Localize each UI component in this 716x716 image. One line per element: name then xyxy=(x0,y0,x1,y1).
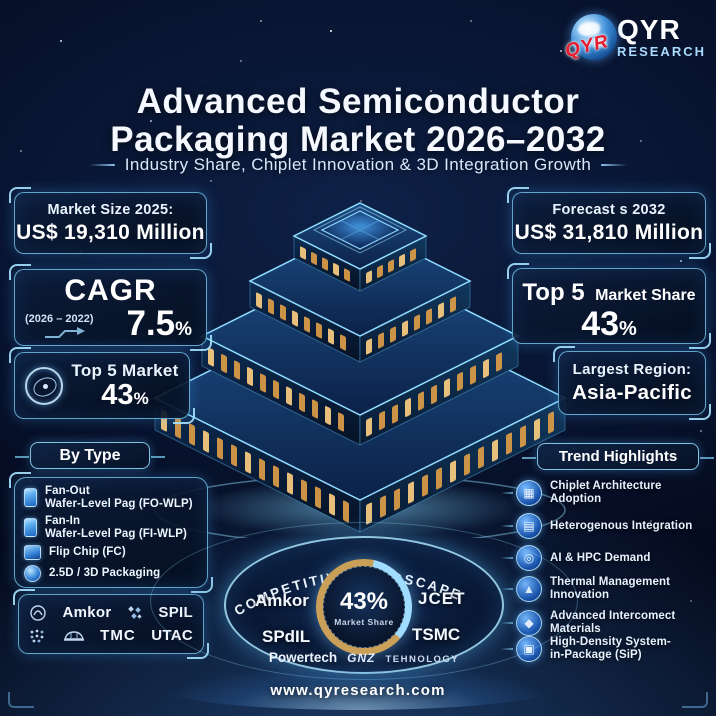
stacked-package-icon xyxy=(24,565,41,582)
landscape-company-technology: TEHNOLOGY xyxy=(385,654,460,665)
globe-logo-icon: QYR xyxy=(563,14,618,62)
landscape-bottom-row: Powertech GNZ TEHNOLOGY xyxy=(224,650,504,665)
by-type-item-flipchip: Flip Chip (FC) xyxy=(24,545,198,560)
corner-bracket xyxy=(682,692,708,708)
cagr-unit: % xyxy=(175,318,192,340)
trend-item-heterogenous: ▤ Heterogenous Integration xyxy=(500,513,692,539)
subtitle-dash-left xyxy=(88,164,115,166)
share-label: Market Share xyxy=(334,616,394,627)
growth-arrow-icon xyxy=(45,327,85,338)
dots-logo-icon xyxy=(30,629,44,643)
forecast-value: US$ 31,810 Million xyxy=(514,220,704,244)
ase-logo-icon xyxy=(63,631,84,641)
chip-package-icon xyxy=(24,488,37,507)
top5-left-value: 43 xyxy=(101,379,134,411)
top5-market-stat-box: Top 5 Market 43% xyxy=(9,347,195,424)
top5-right-label-strong: Top 5 xyxy=(522,279,585,306)
cagr-stat-box: CAGR (2026 – 2022) 7.5% xyxy=(9,264,212,351)
by-type-item-fowlp: Fan-Out Wafer-Level Pag (FO-WLP) xyxy=(24,485,198,510)
landscape-company-powertech: Powertech xyxy=(268,650,338,665)
company-name: Amkor xyxy=(62,604,112,622)
top5-left-unit: % xyxy=(133,389,149,408)
cagr-range: (2026 – 2022) xyxy=(25,313,94,325)
market-size-stat-box: Market Size 2025: US$ 19,310 Million xyxy=(9,187,212,259)
trend-highlights-header: Trend Highlights xyxy=(522,443,714,470)
website-url: www.qyresearch.com xyxy=(270,682,446,699)
by-type-header: By Type xyxy=(15,442,165,469)
top5-left-label: Top 5 Market xyxy=(71,361,179,380)
top5-share-stat-box: Top 5 Market Share 43% xyxy=(507,263,711,349)
page-title-line1: Advanced Semiconductor xyxy=(136,82,580,121)
market-size-label: Market Size 2025: xyxy=(47,201,174,218)
amkor-logo-icon xyxy=(30,605,46,621)
spil-logo-icon xyxy=(128,605,142,619)
chip-pyramid-illustration xyxy=(125,202,595,538)
page-title-line2: Packaging Market 2026–2032 xyxy=(110,120,606,159)
forecast-label: Forecast s 2032 xyxy=(552,201,666,218)
landscape-company-amkor: Amkor xyxy=(255,591,309,610)
qyr-research-logo: QYR QYR RESEARCH xyxy=(563,14,706,62)
landscape-company-spil: SPdIL xyxy=(262,627,311,646)
landscape-company-jcet: JCET xyxy=(418,589,466,608)
horizon-glow xyxy=(158,664,558,710)
region-label: Largest Region: xyxy=(572,361,692,378)
top5-right-unit: % xyxy=(619,318,637,340)
top5-right-value: 43 xyxy=(581,305,620,343)
region-value: Asia-Pacific xyxy=(572,381,692,404)
subtitle-row: Industry Share, Chiplet Innovation & 3D … xyxy=(0,155,716,175)
by-type-item-3d: 2.5D / 3D Packaging xyxy=(24,565,198,582)
flip-chip-icon xyxy=(24,545,41,560)
landscape-company-tsmc: TSMC xyxy=(412,625,461,644)
logo-subtitle: RESEARCH xyxy=(617,44,706,59)
globe-network-icon xyxy=(25,366,63,405)
forecast-stat-box: Forecast s 2032 US$ 31,810 Million xyxy=(507,187,711,259)
share-value: 43% xyxy=(339,587,389,615)
top5-right-label-rest: Market Share xyxy=(595,287,696,304)
corner-bracket xyxy=(8,692,34,708)
company-name: TMC xyxy=(100,627,136,645)
chiplet-icon: ▦ xyxy=(516,480,542,506)
largest-region-stat-box: Largest Region: Asia-Pacific xyxy=(553,346,711,420)
market-share-badge: 43% Market Share xyxy=(316,559,412,655)
landscape-company-gnz: GNZ xyxy=(347,651,376,665)
logo-name: QYR xyxy=(617,14,681,45)
cagr-label: CAGR xyxy=(64,274,157,307)
trend-item-chiplet: ▦ Chiplet Architecture Adoption xyxy=(501,480,714,506)
cagr-value: 7.5 xyxy=(126,303,176,343)
integration-icon: ▤ xyxy=(516,513,542,539)
qyr-red-wordmark: QYR xyxy=(563,30,611,63)
page-subtitle: Industry Share, Chiplet Innovation & 3D … xyxy=(124,155,592,174)
by-type-item-fiwlp: Fan-In Wafer-Level Pag (FI-WLP) xyxy=(24,515,198,540)
subtitle-dash-right xyxy=(601,164,628,166)
starfield-decoration xyxy=(0,0,2,2)
chip-package-icon xyxy=(24,518,37,537)
market-size-value: US$ 19,310 Million xyxy=(16,220,205,244)
